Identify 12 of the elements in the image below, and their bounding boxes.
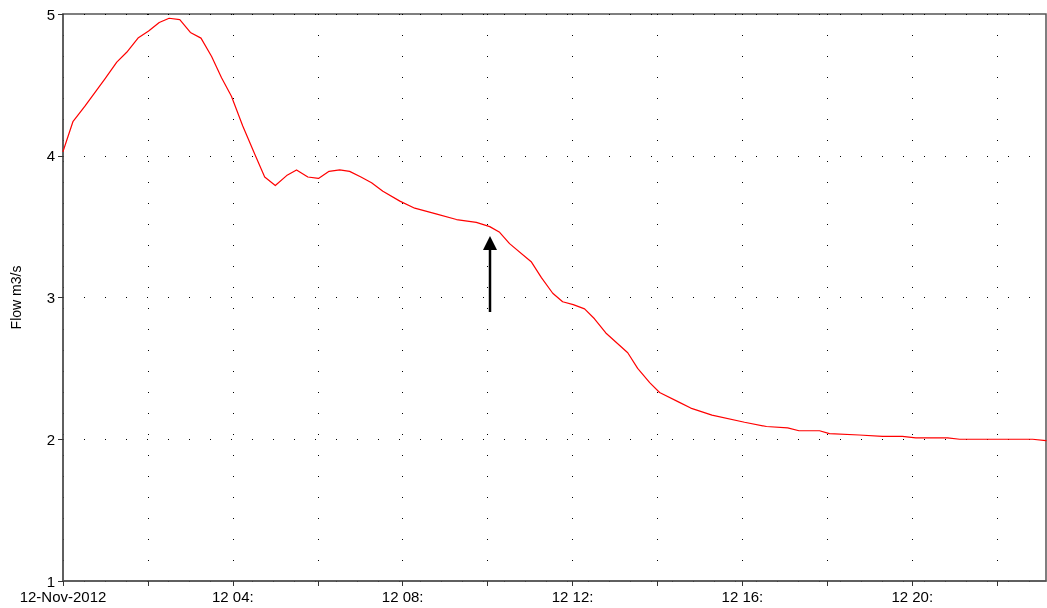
x-tick-label: 12 16:: [721, 588, 764, 605]
y-tick-label: 3: [46, 289, 55, 306]
x-tick-label: 12 04:: [211, 588, 254, 605]
y-tick-label: 5: [46, 5, 55, 23]
y-tick-label: 2: [46, 430, 55, 448]
y-tick-label: 1: [46, 572, 55, 590]
y-axis-title: Flow m3/s: [8, 265, 24, 330]
y-tick-label: 4: [46, 147, 55, 165]
x-tick-label: 12 08:: [381, 588, 424, 605]
x-tick-label: 12 12:: [551, 588, 594, 605]
x-tick-label: 12 20:: [891, 588, 934, 605]
x-tick-label: 12-Nov-2012: [19, 588, 107, 605]
